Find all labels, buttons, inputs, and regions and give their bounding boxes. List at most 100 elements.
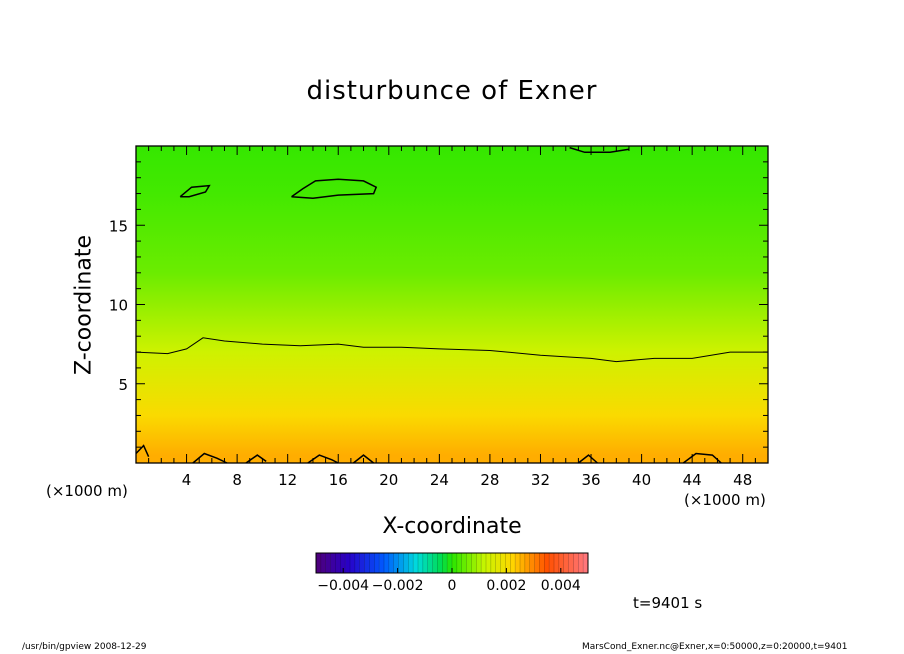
footer-program: /usr/bin/gpview 2008-12-29 [22, 642, 147, 652]
colorbar-segment [510, 553, 516, 573]
field-area [136, 146, 768, 463]
x-tick-label: 32 [531, 471, 550, 489]
contour-line [135, 444, 150, 458]
colorbar-segment [573, 553, 579, 573]
contour-line [577, 454, 598, 464]
colorbar-tick-label: 0.002 [486, 578, 526, 594]
y-axis-label: Z-coordinate [71, 235, 97, 375]
colorbar-segment [388, 553, 394, 573]
colorbar-segment [354, 553, 360, 573]
colorbar-tick-label: −0.004 [317, 578, 369, 594]
colorbar-segment [403, 553, 409, 573]
time-label: t=9401 s [633, 594, 703, 612]
x-tick-label: 40 [632, 471, 651, 489]
colorbar-segment [563, 553, 569, 573]
colorbar-segment [558, 553, 564, 573]
colorbar-segment [466, 553, 472, 573]
colorbar-segment [568, 553, 574, 573]
colorbar-segment [534, 553, 540, 573]
colorbar-segment [524, 553, 530, 573]
chart-title: disturbunce of Exner [306, 76, 598, 106]
x-tick-label: 48 [733, 471, 752, 489]
colorbar-segment [418, 553, 424, 573]
contour-line [291, 178, 378, 200]
colorbar-segment [320, 553, 326, 573]
colorbar-segment [384, 553, 390, 573]
footer-source: MarsCond_Exner.nc@Exner,x=0:50000,z=0:20… [582, 642, 848, 652]
colorbar-segment [452, 553, 458, 573]
colorbar-segment [379, 553, 385, 573]
colorbar: −0.004 −0.002 0 0.002 0.004 [315, 552, 589, 594]
colorbar-segment [345, 553, 351, 573]
colorbar-segment [340, 553, 346, 573]
x-unit-label-left: (×1000 m) [46, 482, 128, 500]
colorbar-segment [456, 553, 462, 573]
colorbar-segment [520, 553, 526, 573]
colorbar-segment [350, 553, 356, 573]
colorbar-segment [325, 553, 331, 573]
colorbar-segment [374, 553, 380, 573]
colorbar-segment [369, 553, 375, 573]
colorbar-segment [539, 553, 545, 573]
colorbar-tick-label: 0 [448, 578, 457, 594]
colorbar-segment [316, 553, 322, 573]
colorbar-segment [364, 553, 370, 573]
y-tick-label: 5 [118, 376, 128, 394]
colorbar-segment [437, 553, 443, 573]
y-tick-label: 10 [109, 297, 128, 315]
contour-line [307, 454, 339, 464]
colorbar-segment [549, 553, 555, 573]
colorbar-segment [490, 553, 496, 573]
x-tick-label: 12 [278, 471, 297, 489]
colorbar-segment [505, 553, 511, 573]
colorbar-segment [393, 553, 399, 573]
colorbar-segment [413, 553, 419, 573]
contour-line [352, 454, 375, 464]
colorbar-segment [544, 553, 550, 573]
colorbar-tick-label: −0.002 [372, 578, 424, 594]
colorbar-segment [461, 553, 467, 573]
colorbar-segment [495, 553, 501, 573]
colorbar-tick-label: 0.004 [541, 578, 581, 594]
x-tick-label: 28 [480, 471, 499, 489]
contour-line [135, 337, 768, 363]
x-tick-label: 44 [683, 471, 702, 489]
y-tick-label: 15 [109, 217, 128, 235]
field-layer [136, 146, 768, 463]
contour-line [569, 146, 630, 154]
contour-line [179, 184, 211, 198]
colorbar-segment [442, 553, 448, 573]
colorbar-segment [471, 553, 477, 573]
colorbar-segment [432, 553, 438, 573]
colorbar-segment [359, 553, 365, 573]
x-tick-label: 20 [379, 471, 398, 489]
colorbar-segment [408, 553, 414, 573]
x-tick-label: 4 [182, 471, 192, 489]
colorbar-segment [500, 553, 506, 573]
x-tick-label: 36 [581, 471, 600, 489]
x-unit-label-right: (×1000 m) [684, 491, 766, 509]
contour-layer [135, 146, 768, 464]
colorbar-segment [335, 553, 341, 573]
x-tick-label: 8 [232, 471, 242, 489]
colorbar-segment [583, 553, 589, 573]
colorbar-segment [330, 553, 336, 573]
contour-line [682, 452, 722, 464]
colorbar-segment [578, 553, 584, 573]
x-axis-label: X-coordinate [382, 514, 522, 539]
colorbar-segment [481, 553, 487, 573]
colorbar-segment [427, 553, 433, 573]
colorbar-segment [398, 553, 404, 573]
colorbar-segment [422, 553, 428, 573]
colorbar-segment [476, 553, 482, 573]
x-tick-label: 24 [430, 471, 449, 489]
colorbar-segment [554, 553, 560, 573]
colorbar-segment [515, 553, 521, 573]
contour-line [192, 452, 228, 464]
x-tick-label: 16 [329, 471, 348, 489]
colorbar-segment [529, 553, 535, 573]
colorbar-segment [486, 553, 492, 573]
colorbar-segment [447, 553, 453, 573]
